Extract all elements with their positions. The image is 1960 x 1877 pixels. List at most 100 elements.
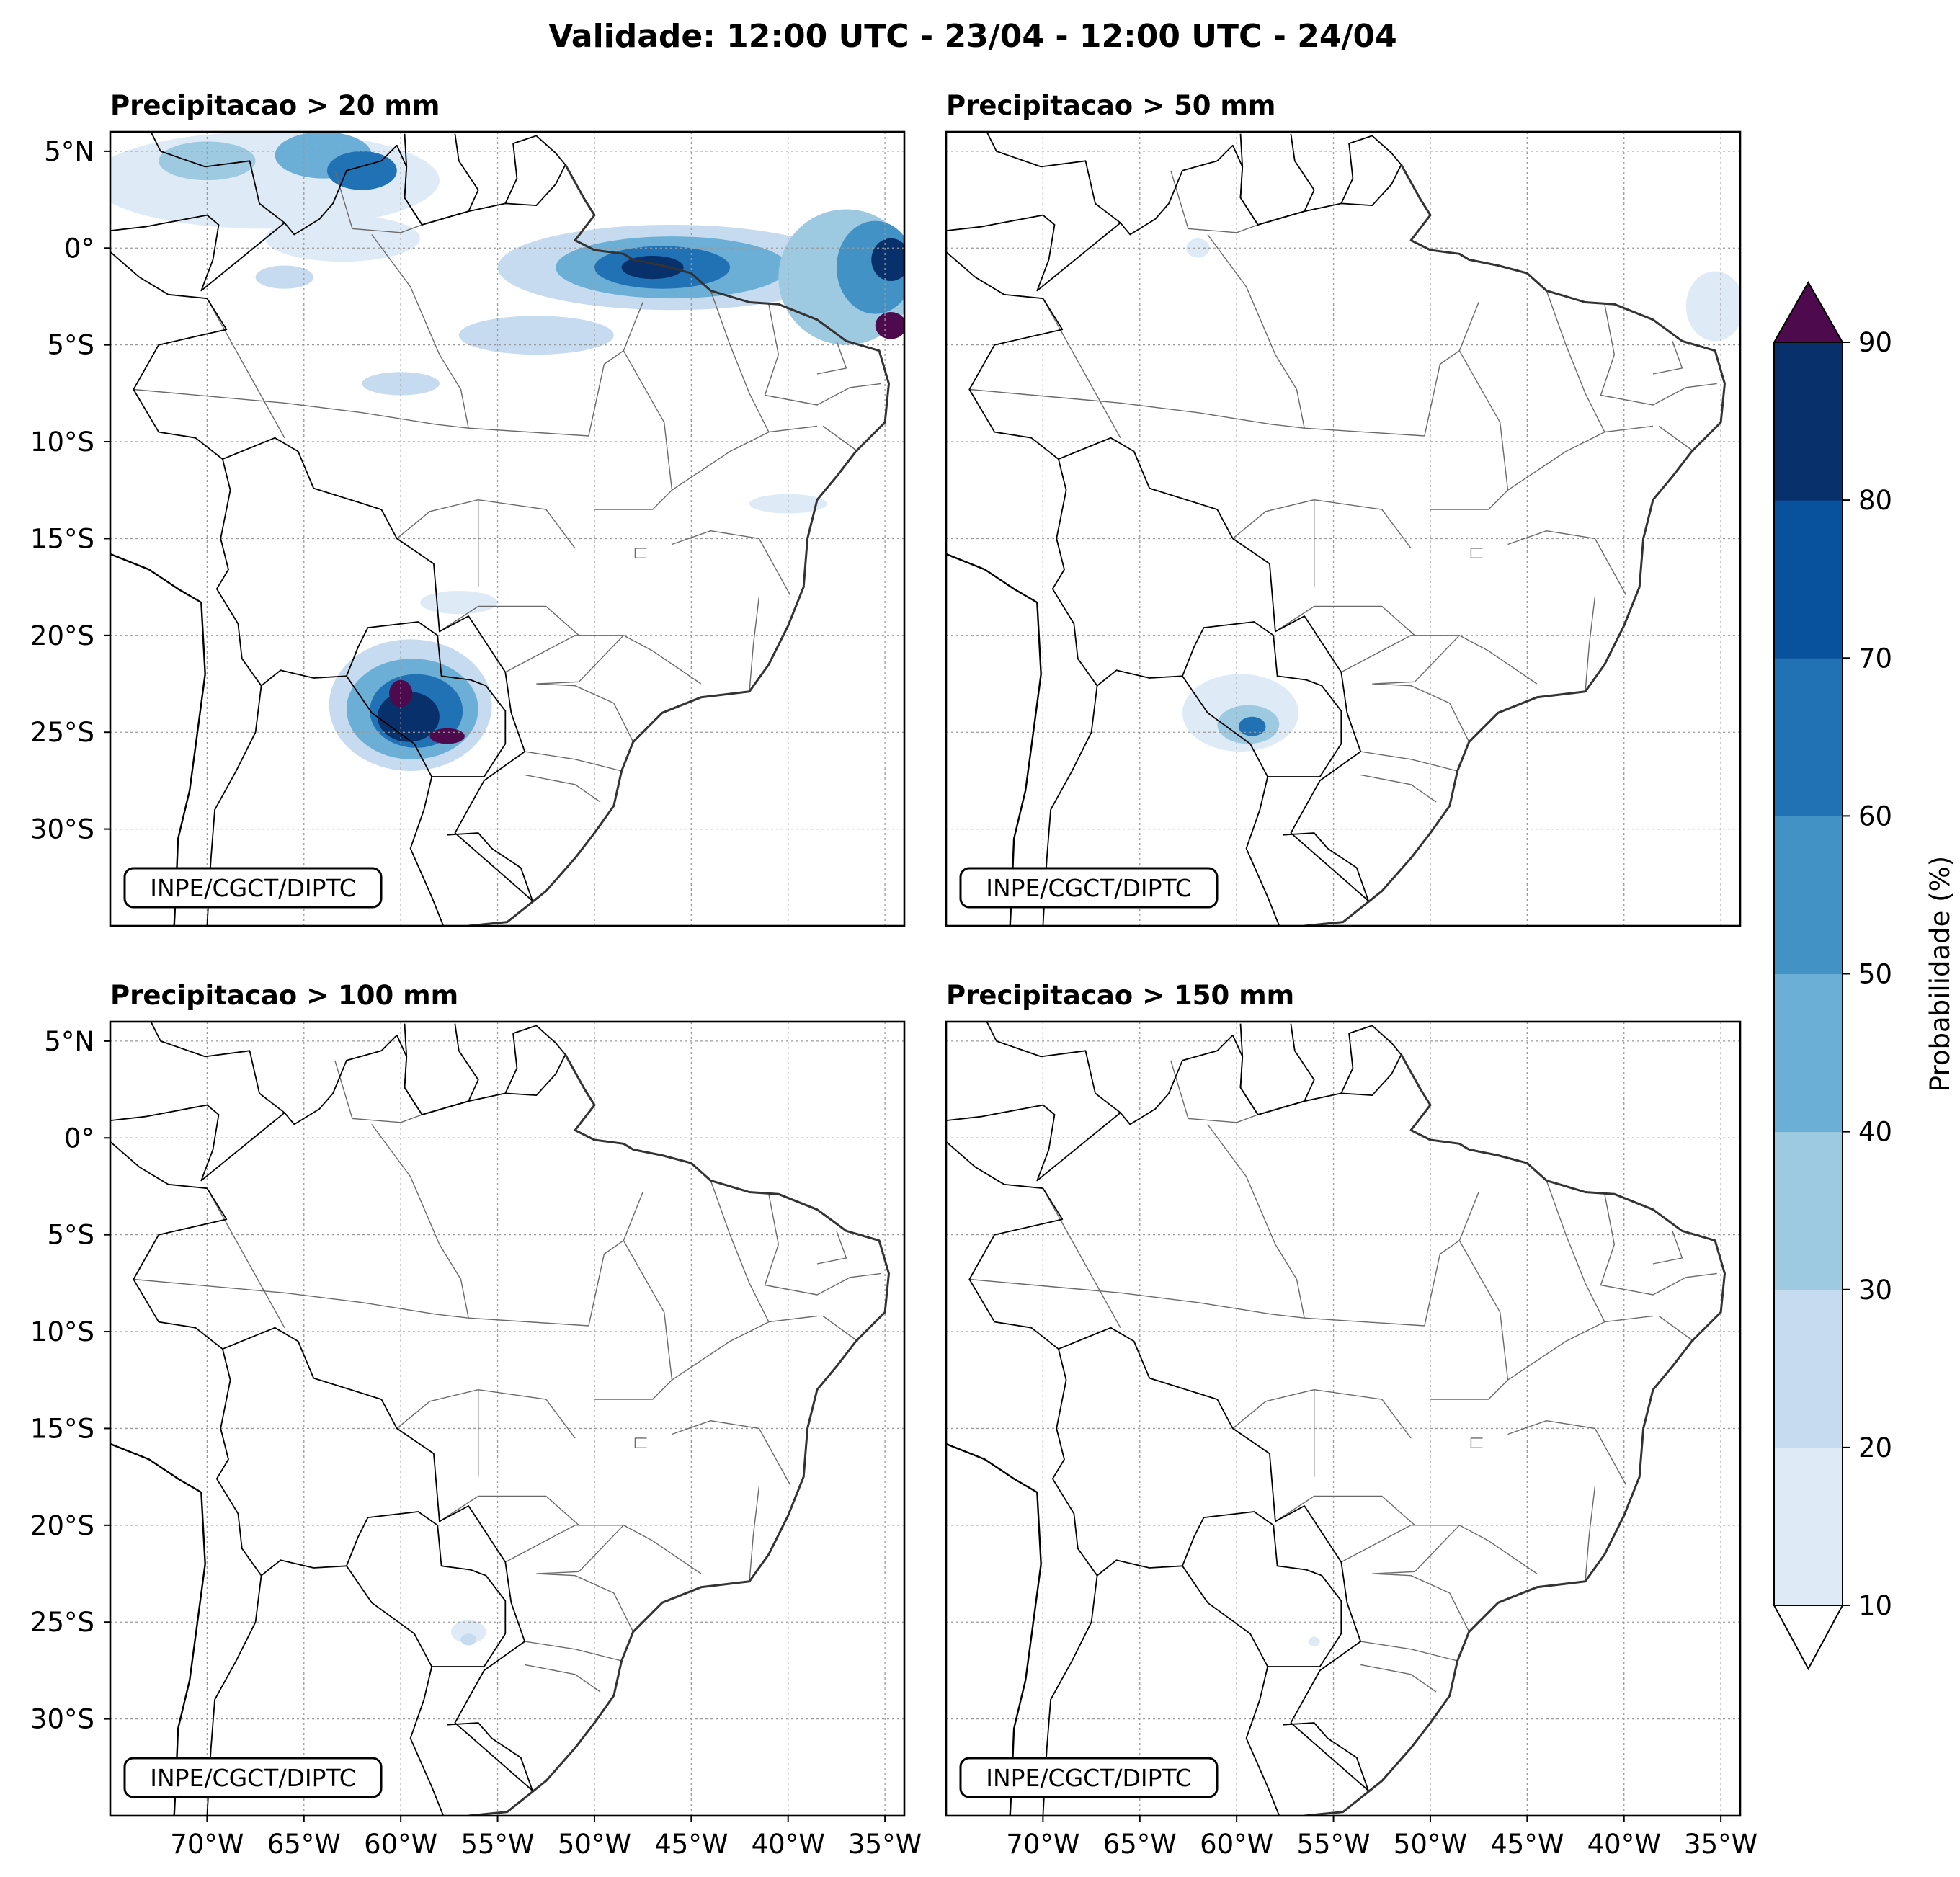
probability-area [362,372,440,396]
state-border [133,388,589,437]
state-border [749,1486,760,1582]
country-border [1245,776,1280,926]
lon-tick-label: 40°W [1587,1829,1661,1860]
state-border [371,1124,469,1319]
colorbar-tick-label: 20 [1858,1432,1892,1463]
state-border [206,298,285,439]
lon-tick-label: 60°W [1200,1829,1273,1860]
state-border [439,1495,579,1526]
country-border [409,776,445,926]
panel-title: Precipitacao > 50 mm [946,90,1275,121]
state-border [1652,1231,1683,1265]
state-border [1360,1641,1458,1662]
state-border [672,1315,818,1381]
map-frame [109,1020,906,1817]
state-border [439,605,579,636]
lon-tick-label: 50°W [1394,1829,1467,1860]
lat-tick-label: 25°S [30,717,94,748]
colorbar: 10 20 30 40 50 60 70 80 90 Probabilidade (%) [1773,280,1956,1671]
state-border [1360,774,1437,803]
lon-tick-label: 35°W [848,1829,922,1860]
atlantic-coastline [468,164,890,926]
state-border [749,597,760,692]
country-border [110,1034,566,1182]
gridlines [946,132,1740,926]
map-frame [109,130,906,927]
country-border [1283,832,1369,901]
colorbar-segment [1774,658,1843,816]
state-border [1042,298,1121,439]
colorbar-tick-label: 90 [1858,327,1892,358]
colorbar-tick-label: 30 [1858,1275,1892,1306]
state-border [1373,635,1460,685]
state-border [816,1231,847,1265]
state-border [816,341,847,375]
paraguay-border [346,621,507,777]
state-border [1207,234,1305,429]
probability-area [1186,238,1210,258]
lon-tick-label: 40°W [752,1829,825,1860]
country-border [150,132,285,224]
pacific-coastline [110,553,206,926]
state-border [1170,1060,1258,1123]
state-border [525,774,601,803]
lon-tick-label: 50°W [558,1829,631,1860]
paraguay-border [1182,621,1342,777]
state-border [969,388,1425,437]
probability-area [451,1620,486,1644]
colorbar-label: Probabilidade (%) [1925,856,1956,1092]
probability-area [429,728,465,744]
state-border [1207,1124,1305,1319]
state-border [334,1060,422,1123]
state-border [334,170,422,233]
lat-tick-label: 5°S [47,1220,94,1251]
colorbar-segment [1774,973,1843,1133]
map-outlines [946,1022,1726,1816]
atlantic-coastline [468,1053,890,1816]
credit-box [959,1757,1219,1798]
state-border [764,304,881,406]
lon-tick-label: 45°W [654,1829,728,1860]
probability-area [458,316,614,355]
probability-area [327,151,397,190]
state-border [1658,425,1694,452]
state-border [1546,290,1605,432]
paraguay-border [346,1511,507,1667]
country-border [504,135,566,204]
map-frame [945,130,1742,927]
probability-area [255,265,314,289]
state-border [822,1315,858,1342]
credit-label: INPE/CGCT/DIPTC [986,874,1192,902]
lat-tick-label: 15°S [30,523,94,554]
country-border [404,133,479,226]
lon-tick-label: 65°W [1103,1829,1177,1860]
colorbar-tick-label: 80 [1858,485,1892,516]
country-border [946,1034,1402,1182]
pacific-coastline [110,1443,206,1816]
colorbar-segment [1774,1289,1843,1448]
state-border [969,1278,1425,1327]
country-border [1340,135,1402,204]
state-border [1507,1420,1627,1485]
credit-label: INPE/CGCT/DIPTC [150,1764,356,1792]
state-border [1373,1525,1460,1574]
gridlines [946,1022,1740,1816]
state-border [1275,605,1415,636]
probability-area [875,312,904,339]
lat-tick-label: 20°S [30,1510,94,1541]
state-border [1360,751,1458,772]
state-border [538,635,624,685]
country-border [946,1141,1369,1791]
lon-tick-label: 45°W [1490,1829,1564,1860]
country-border [1051,458,1182,687]
probability-area [377,691,440,742]
country-border [986,1022,1121,1114]
colorbar-tick-label: 10 [1858,1590,1892,1621]
probability-area [871,238,904,281]
lat-tick-label: 0° [64,233,94,264]
state-border [634,1437,647,1448]
credit-box [123,867,383,909]
lon-tick-label: 55°W [1296,1829,1370,1860]
country-border [447,1722,533,1791]
